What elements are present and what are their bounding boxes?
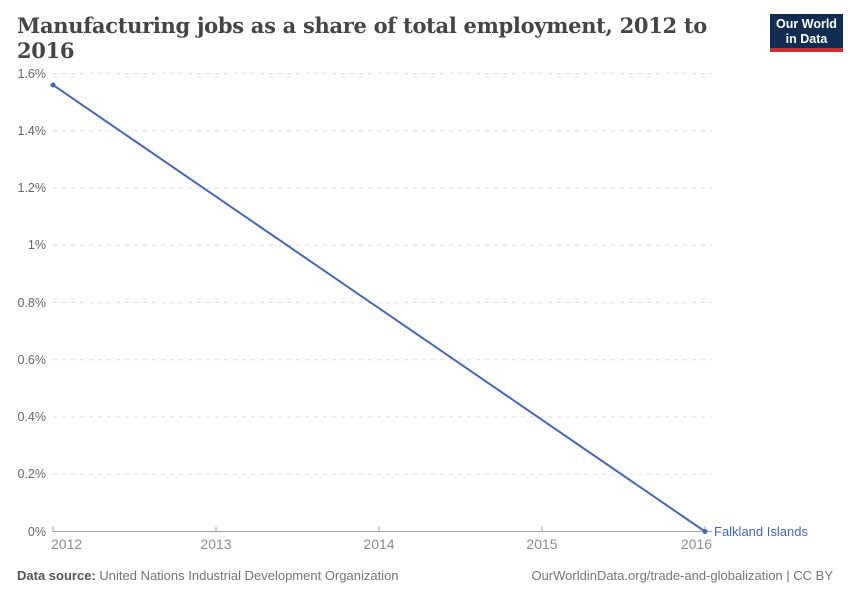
- data-point: [702, 529, 708, 534]
- data-source-value: United Nations Industrial Development Or…: [99, 568, 399, 583]
- data-source: Data source: United Nations Industrial D…: [17, 568, 399, 583]
- owid-logo: Our World in Data: [770, 14, 843, 52]
- logo-line2: in Data: [785, 31, 828, 46]
- logo-line1: Our World: [776, 17, 837, 32]
- chart-footer: Data source: United Nations Industrial D…: [17, 568, 833, 583]
- chart-title: Manufacturing jobs as a share of total e…: [17, 13, 707, 64]
- data-source-label: Data source:: [17, 568, 96, 583]
- data-line: [52, 83, 706, 533]
- attribution: OurWorldinData.org/trade-and-globalizati…: [531, 568, 833, 583]
- data-point: [50, 82, 56, 88]
